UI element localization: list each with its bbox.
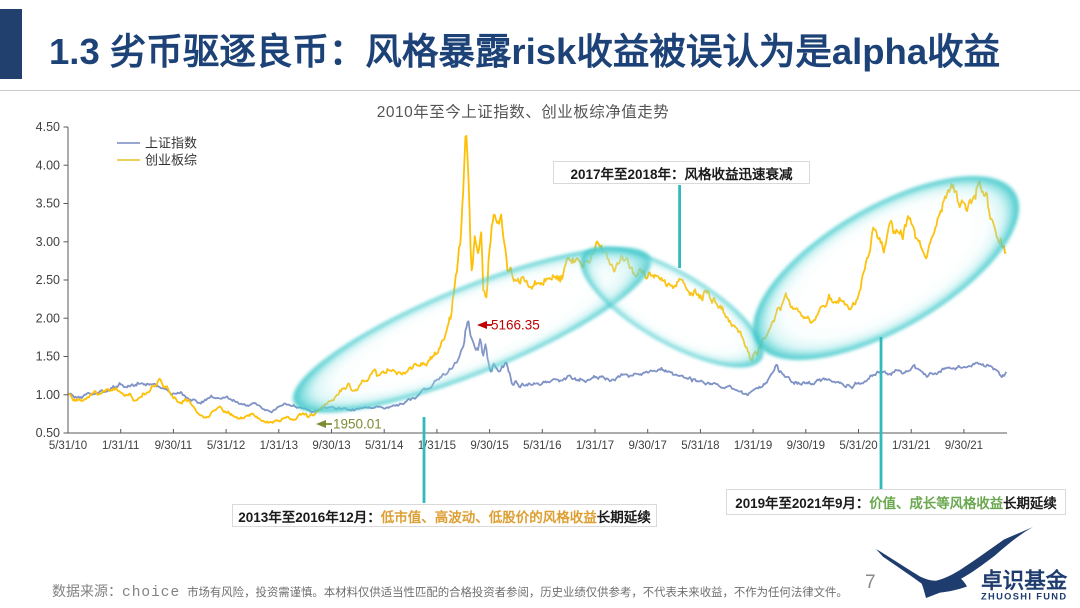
svg-text:1/31/17: 1/31/17	[576, 440, 614, 452]
svg-text:4.00: 4.00	[36, 158, 60, 172]
svg-text:5/31/10: 5/31/10	[49, 440, 87, 452]
svg-text:上证指数: 上证指数	[145, 136, 197, 151]
svg-text:9/30/19: 9/30/19	[787, 440, 825, 452]
svg-text:5/31/16: 5/31/16	[523, 440, 561, 452]
svg-text:1.00: 1.00	[36, 388, 60, 402]
svg-text:9/30/15: 9/30/15	[470, 440, 508, 452]
svg-text:卓识基金: 卓识基金	[981, 568, 1068, 593]
svg-text:ZHUOSHI FUND: ZHUOSHI FUND	[981, 592, 1067, 602]
svg-text:4.50: 4.50	[36, 120, 60, 134]
svg-text:创业板综: 创业板综	[145, 153, 197, 168]
svg-text:1/31/11: 1/31/11	[102, 440, 140, 452]
svg-text:5/31/12: 5/31/12	[207, 440, 245, 452]
svg-text:1/31/13: 1/31/13	[260, 440, 298, 452]
svg-text:1.50: 1.50	[36, 350, 60, 364]
svg-text:9/30/11: 9/30/11	[155, 440, 193, 452]
svg-text:1950.01: 1950.01	[333, 417, 382, 432]
svg-text:1/31/15: 1/31/15	[418, 440, 456, 452]
svg-text:2.00: 2.00	[36, 311, 60, 325]
svg-text:9/30/13: 9/30/13	[312, 440, 350, 452]
svg-text:5/31/20: 5/31/20	[839, 440, 877, 452]
svg-text:3.00: 3.00	[36, 235, 60, 249]
svg-text:9/30/17: 9/30/17	[629, 440, 667, 452]
svg-text:0.50: 0.50	[36, 426, 60, 440]
svg-text:1/31/21: 1/31/21	[892, 440, 930, 452]
svg-text:5166.35: 5166.35	[491, 318, 540, 333]
svg-text:2010年至今上证指数、创业板综净值走势: 2010年至今上证指数、创业板综净值走势	[377, 103, 669, 121]
svg-text:2.50: 2.50	[36, 273, 60, 287]
svg-text:9/30/21: 9/30/21	[945, 440, 983, 452]
svg-text:1/31/19: 1/31/19	[734, 440, 772, 452]
svg-text:5/31/14: 5/31/14	[365, 440, 404, 452]
svg-text:5/31/18: 5/31/18	[681, 440, 719, 452]
svg-text:3.50: 3.50	[36, 197, 60, 211]
